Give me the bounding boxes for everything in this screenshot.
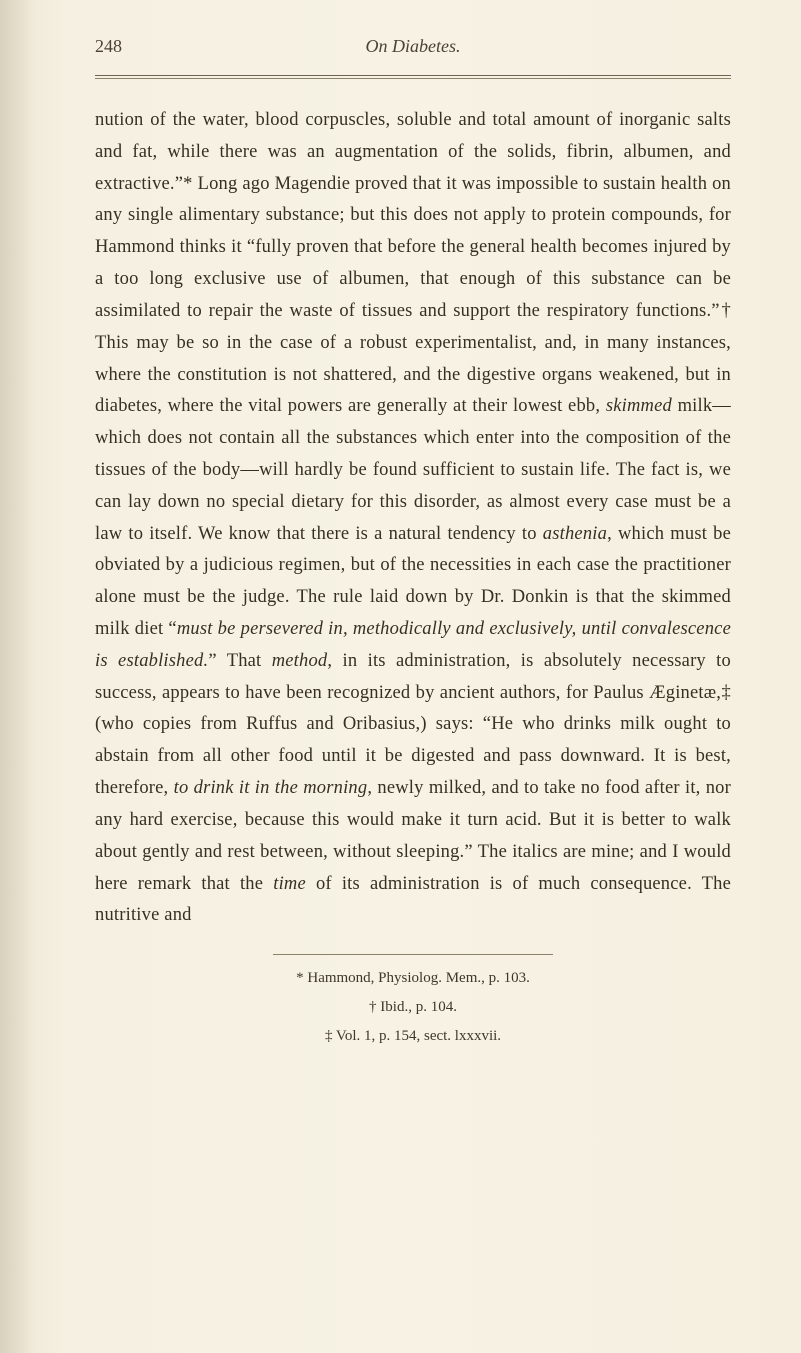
footnote-line: † Ibid., p. 104. (95, 994, 731, 1021)
page-number: 248 (95, 36, 122, 57)
footnote-line: ‡ Vol. 1, p. 154, sect. lxxxvii. (95, 1023, 731, 1050)
page-header: 248 On Diabetes. (95, 36, 731, 57)
header-rule-top (95, 75, 731, 76)
book-page: 248 On Diabetes. nution of the water, bl… (0, 0, 801, 1353)
running-title: On Diabetes. (366, 36, 461, 57)
header-rule-bottom (95, 78, 731, 79)
body-paragraph: nution of the water, blood corpuscles, s… (95, 105, 731, 932)
footnote-line: * Hammond, Physiolog. Mem., p. 103. (95, 965, 731, 992)
footnotes: * Hammond, Physiolog. Mem., p. 103. † Ib… (95, 965, 731, 1050)
footnote-rule (273, 954, 553, 955)
